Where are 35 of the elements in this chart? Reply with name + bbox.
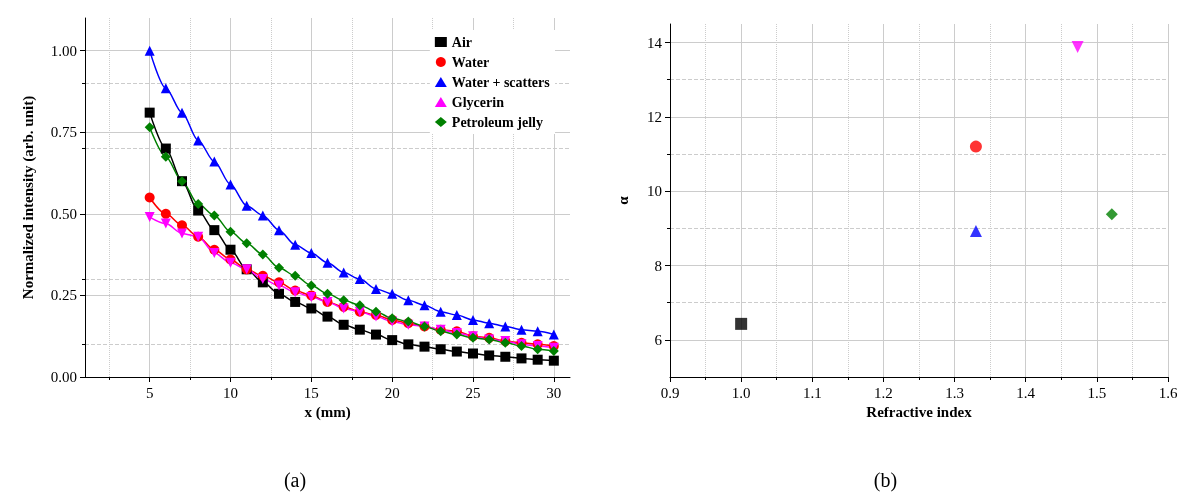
x-tick-label: 0.9 xyxy=(660,384,680,401)
legend-label: Water xyxy=(451,54,490,70)
legend-label: Water + scatters xyxy=(451,74,551,90)
x-axis-title: x (mm) xyxy=(304,404,351,422)
y-tick-label: 12 xyxy=(647,108,662,125)
x-tick-label: 1.0 xyxy=(731,384,751,401)
y-tick-label: 0.75 xyxy=(50,124,77,141)
y-tick-label: 14 xyxy=(647,34,663,51)
legend-label: Petroleum jelly xyxy=(451,114,543,130)
legend-label: Glycerin xyxy=(451,94,505,110)
y-tick-label: 1.00 xyxy=(50,42,77,59)
y-tick-label: 0.00 xyxy=(50,369,77,385)
x-tick-label: 1.5 xyxy=(1087,384,1107,401)
x-tick-label: 1.6 xyxy=(1158,384,1178,401)
x-tick-label: 1.2 xyxy=(874,384,893,401)
x-tick-label: 1.1 xyxy=(802,384,822,401)
y-axis-title: α xyxy=(614,195,631,205)
y-axis-title: Normalized intensity (arb. unit) xyxy=(19,95,37,300)
x-tick-label: 5 xyxy=(145,384,154,401)
legend-label: Air xyxy=(451,34,473,50)
x-tick-label: 1.3 xyxy=(945,384,964,401)
x-tick-label: 15 xyxy=(303,384,319,401)
x-tick-label: 20 xyxy=(384,384,400,401)
x-tick-label: 30 xyxy=(546,384,562,401)
y-tick-label: 10 xyxy=(647,183,662,200)
y-tick-label: 0.50 xyxy=(50,205,77,222)
y-tick-label: 0.25 xyxy=(50,287,77,304)
text: (b) xyxy=(873,469,898,492)
text: (a) xyxy=(283,469,307,492)
y-tick-label: 6 xyxy=(654,331,663,348)
x-tick-label: 10 xyxy=(223,384,238,401)
y-tick-label: 8 xyxy=(654,257,662,274)
x-tick-label: 25 xyxy=(465,384,481,401)
x-axis-title: Refractive index xyxy=(866,404,973,421)
x-tick-label: 1.4 xyxy=(1016,384,1036,401)
